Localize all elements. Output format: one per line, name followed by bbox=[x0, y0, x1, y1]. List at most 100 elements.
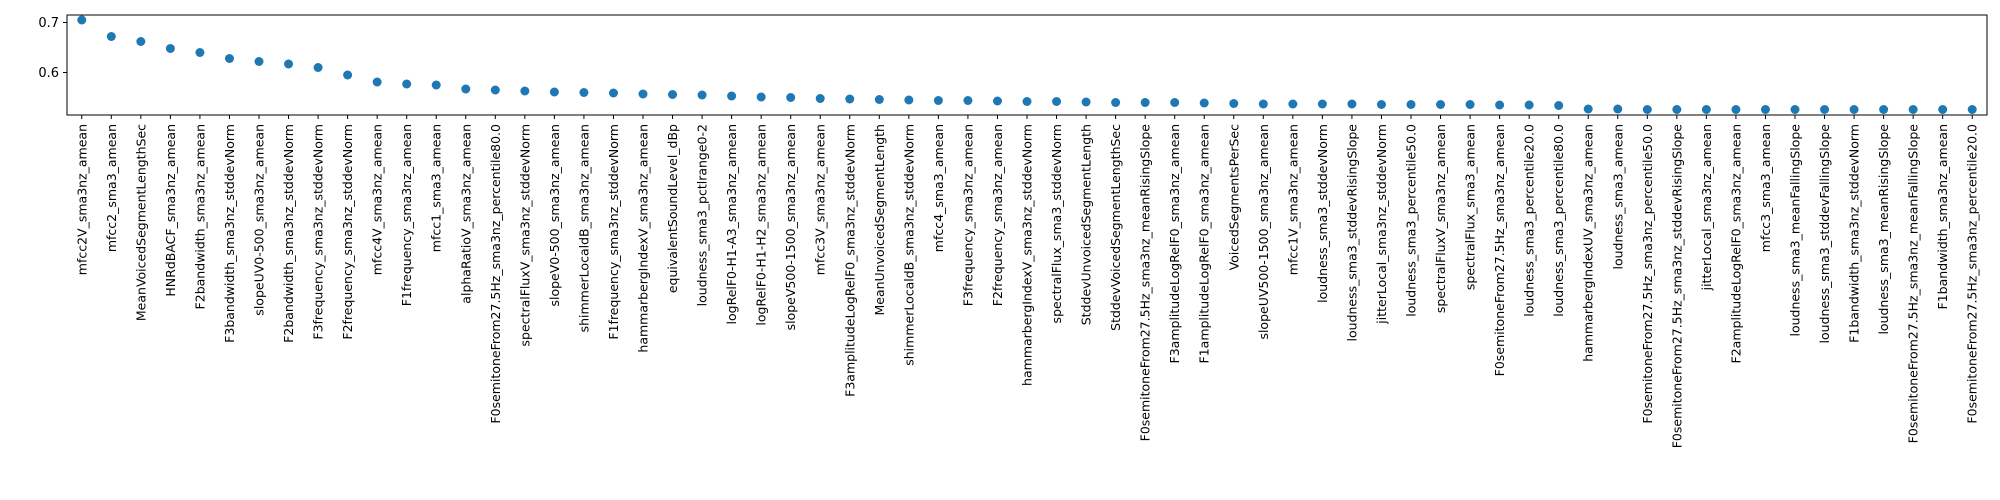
x-tick-label: F3frequency_sma3nz_amean bbox=[960, 124, 975, 306]
data-point bbox=[1701, 105, 1711, 114]
x-tick-label: F2bandwidth_sma3nz_amean bbox=[192, 124, 207, 309]
x-tick-label: F0semitoneFrom27.5Hz_sma3nz_meanRisingSl… bbox=[1138, 124, 1153, 442]
x-tick-label: F2frequency_sma3nz_amean bbox=[990, 124, 1005, 306]
data-point bbox=[1170, 98, 1180, 107]
data-point bbox=[372, 77, 382, 87]
x-tick-label: HNRdBACF_sma3nz_amean bbox=[163, 124, 178, 297]
x-tick-label: hammarbergIndexUV_sma3nz_amean bbox=[1581, 124, 1596, 362]
x-tick-label: loudness_sma3_meanRisingSlope bbox=[1876, 124, 1891, 335]
data-point bbox=[815, 94, 825, 103]
x-tick-label: StddevUnvoicedSegmentLength bbox=[1079, 124, 1094, 325]
x-tick-label: logRelF0-H1-A3_sma3nz_amean bbox=[724, 124, 739, 324]
data-point bbox=[963, 96, 973, 105]
x-tick-label: jitterLocal_sma3nz_amean bbox=[1699, 124, 1714, 291]
x-tick-label: loudness_sma3_percentile50.0 bbox=[1404, 124, 1419, 317]
data-point bbox=[1465, 100, 1475, 109]
data-point bbox=[106, 32, 116, 41]
x-tick-label: mfcc1_sma3_amean bbox=[429, 124, 444, 252]
x-tick-label: loudness_sma3_stddevRisingSlope bbox=[1344, 124, 1359, 342]
data-point bbox=[638, 89, 648, 99]
x-tick-label: F0semitoneFrom27.5Hz_sma3nz_amean bbox=[1492, 124, 1507, 376]
x-tick-label: mfcc1V_sma3nz_amean bbox=[1285, 124, 1300, 275]
x-tick-label: mfcc3V_sma3nz_amean bbox=[813, 124, 828, 275]
data-point bbox=[520, 86, 530, 96]
x-tick-label: loudness_sma3_pctlrange0-2 bbox=[695, 124, 710, 306]
y-tick-label: 0.6 bbox=[38, 66, 59, 81]
data-point bbox=[284, 59, 294, 69]
data-point bbox=[549, 87, 559, 97]
data-point bbox=[490, 85, 500, 95]
x-tick-label: equivalentSoundLevel_dBp bbox=[665, 124, 680, 293]
data-point bbox=[1820, 105, 1830, 114]
data-point bbox=[1052, 97, 1062, 106]
data-point bbox=[195, 48, 205, 57]
x-tick-label: MeanVoicedSegmentLengthSec bbox=[133, 124, 148, 321]
data-point bbox=[608, 88, 618, 98]
data-point bbox=[1524, 100, 1534, 110]
data-point bbox=[1583, 104, 1593, 114]
data-point bbox=[845, 94, 855, 104]
x-tick-label: loudness_sma3_stddevNorm bbox=[1315, 124, 1330, 303]
data-point bbox=[1258, 99, 1268, 109]
data-point bbox=[254, 57, 264, 66]
data-point bbox=[1111, 98, 1121, 107]
data-point bbox=[786, 93, 796, 102]
data-point bbox=[668, 90, 678, 99]
x-tick-label: F3amplitudeLogRelF0_sma3nz_stddevNorm bbox=[842, 124, 857, 397]
x-tick-label: F0semitoneFrom27.5Hz_sma3nz_percentile20… bbox=[1965, 124, 1980, 424]
data-point bbox=[1317, 99, 1327, 109]
data-point bbox=[1022, 97, 1032, 106]
x-tick-label: spectralFluxV_sma3nz_amean bbox=[1433, 124, 1448, 313]
x-tick-label: alphaRatioV_sma3nz_amean bbox=[458, 124, 473, 304]
data-point bbox=[165, 44, 175, 53]
data-point bbox=[343, 70, 353, 80]
data-point bbox=[1731, 105, 1741, 114]
data-point bbox=[1495, 100, 1505, 110]
x-tick-label: hammarbergIndexV_sma3nz_amean bbox=[636, 124, 651, 353]
data-point bbox=[1613, 104, 1623, 114]
x-tick-label: F1bandwidth_sma3nz_amean bbox=[1935, 124, 1950, 309]
y-tick-label: 0.7 bbox=[38, 16, 59, 31]
data-point bbox=[1288, 99, 1298, 109]
data-point bbox=[1406, 100, 1416, 109]
x-tick-label: F0semitoneFrom27.5Hz_sma3nz_percentile50… bbox=[1640, 124, 1655, 424]
x-tick-label: slopeV500-1500_sma3nz_amean bbox=[783, 124, 798, 330]
data-point bbox=[874, 95, 884, 104]
data-points bbox=[77, 15, 1977, 114]
x-tick-label: MeanUnvoicedSegmentLength bbox=[872, 124, 887, 316]
data-point bbox=[904, 95, 914, 105]
data-point bbox=[697, 90, 707, 100]
x-tick-label: logRelF0-H1-H2_sma3nz_amean bbox=[754, 124, 769, 326]
x-tick-label: slopeUV500-1500_sma3nz_amean bbox=[1256, 124, 1271, 340]
x-tick-label: mfcc2V_sma3nz_amean bbox=[74, 124, 89, 275]
x-tick-label: spectralFlux_sma3_stddevNorm bbox=[1049, 124, 1064, 323]
x-tick-label: StddevVoicedSegmentLengthSec bbox=[1108, 124, 1123, 331]
data-point bbox=[1554, 101, 1564, 110]
data-point bbox=[1790, 105, 1800, 114]
data-point bbox=[431, 80, 441, 90]
x-tick-label: F2bandwidth_sma3nz_stddevNorm bbox=[281, 124, 296, 343]
x-tick-label: F1frequency_sma3nz_stddevNorm bbox=[606, 124, 621, 340]
x-tick-label: F3bandwidth_sma3nz_stddevNorm bbox=[222, 124, 237, 343]
x-tick-label: slopeV0-500_sma3nz_amean bbox=[547, 124, 562, 307]
data-point bbox=[1672, 105, 1682, 114]
x-tick-label: VoicedSegmentsPerSec bbox=[1226, 124, 1241, 271]
x-tick-label: F0semitoneFrom27.5Hz_sma3nz_meanFallingS… bbox=[1906, 124, 1921, 444]
data-point bbox=[1938, 105, 1948, 114]
x-tick-label: shimmerLocaldB_sma3nz_amean bbox=[576, 124, 591, 332]
data-point bbox=[1376, 100, 1386, 109]
x-tick-label: loudness_sma3_percentile20.0 bbox=[1522, 124, 1537, 317]
data-point bbox=[1849, 105, 1859, 114]
axis-ticks: 0.6 0.7 mfcc2V_sma3nz_amean mfcc2_sma3_amea… bbox=[38, 16, 1979, 448]
x-tick-label: F0semitoneFrom27.5Hz_sma3nz_percentile80… bbox=[488, 124, 503, 424]
x-tick-label: spectralFluxV_sma3nz_stddevNorm bbox=[517, 124, 532, 346]
data-point bbox=[1967, 105, 1977, 114]
x-tick-label: hammarbergIndexV_sma3nz_stddevNorm bbox=[1020, 124, 1035, 386]
x-tick-label: loudness_sma3_meanFallingSlope bbox=[1788, 124, 1803, 337]
data-point bbox=[1436, 100, 1446, 109]
data-point bbox=[402, 79, 412, 89]
data-point bbox=[313, 63, 323, 72]
x-tick-label: F1frequency_sma3nz_amean bbox=[399, 124, 414, 306]
data-point bbox=[579, 88, 589, 97]
